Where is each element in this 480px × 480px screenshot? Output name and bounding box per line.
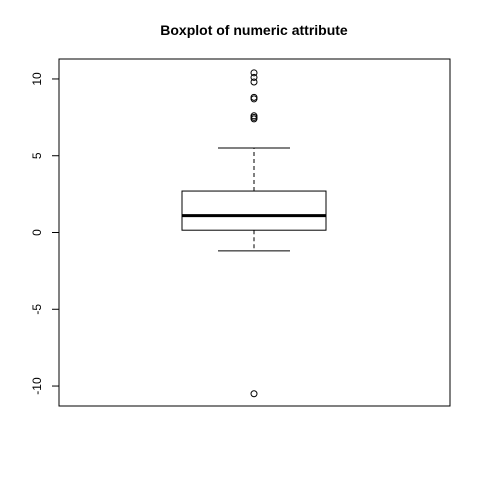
y-axis: -10 -5 0 5 10 [30, 72, 59, 395]
outlier-point [250, 390, 258, 398]
outlier-point [250, 73, 258, 81]
y-tick-label: -10 [30, 377, 44, 395]
outlier-point [250, 95, 258, 103]
chart-title: Boxplot of numeric attribute [160, 22, 348, 38]
outlier-point [250, 115, 258, 123]
outlier-point [250, 69, 258, 77]
box-group [181, 147, 327, 252]
outlier-group [250, 69, 258, 398]
y-tick-label: 0 [30, 229, 44, 236]
outlier-point [250, 78, 258, 86]
y-tick-label: 5 [30, 152, 44, 159]
box-iqr [181, 190, 327, 231]
y-tick-label: -5 [30, 304, 44, 315]
y-tick-label: 10 [30, 72, 44, 86]
